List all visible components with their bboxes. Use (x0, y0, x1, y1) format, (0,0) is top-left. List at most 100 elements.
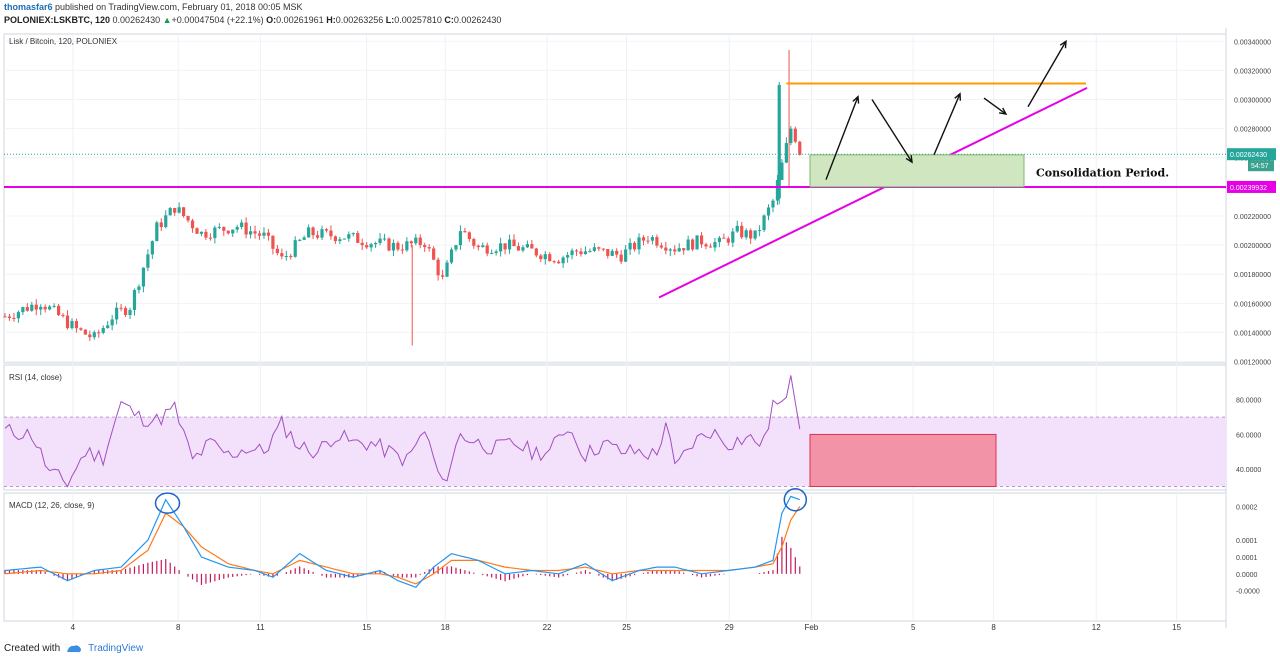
candle-body (798, 141, 802, 155)
candle-body (624, 249, 628, 262)
candle-body (333, 236, 338, 242)
candle-body (173, 207, 177, 213)
rsi-highlight-box (809, 433, 997, 488)
countdown-label: 54:57 (1251, 163, 1269, 170)
candle-body (34, 304, 38, 310)
candle-body (762, 215, 766, 231)
x-tick-label: 18 (441, 623, 450, 632)
candle-body (253, 231, 257, 234)
x-tick-label: 4 (71, 623, 76, 632)
publish-info: published on TradingView.com, February 0… (55, 2, 303, 12)
candle-body (235, 226, 239, 230)
candle-body (793, 128, 797, 142)
candle-body (708, 246, 713, 248)
x-tick-label: 5 (911, 623, 916, 632)
signal-line (4, 506, 801, 585)
price-tick-label: 0.00120000 (1234, 360, 1271, 367)
candle-body (186, 216, 190, 221)
candle-body (391, 242, 396, 251)
candle-body (356, 233, 360, 243)
rsi-tick-label: 40.0000 (1236, 467, 1261, 474)
chart-canvas[interactable]: 0.00340000 0.00320000 0.00300000 0.00280000… (0, 28, 1280, 638)
candle-body (405, 241, 409, 251)
symbol-label[interactable]: POLONIEX:LSKBTC, 120 (4, 15, 111, 25)
candle-body (16, 312, 20, 319)
candle-body (557, 261, 561, 264)
candle-body (65, 315, 70, 329)
low-value: 0.00257810 (394, 15, 442, 25)
candle-body (115, 307, 119, 320)
price-pane-title: Lisk / Bitcoin, 120, POLONIEX (9, 37, 118, 46)
candle-body (347, 234, 351, 239)
candle-body (677, 248, 681, 252)
candle-body (400, 249, 404, 251)
candle-body (43, 306, 47, 310)
candle-body (789, 128, 793, 144)
candle-body (311, 227, 315, 236)
candle-body (262, 232, 266, 236)
candle-body (713, 242, 717, 248)
candle-body (525, 244, 530, 248)
macd-title: MACD (12, 26, close, 9) (9, 501, 95, 510)
candle-body (610, 250, 614, 256)
candle-body (516, 246, 521, 251)
x-tick-label: 15 (362, 623, 371, 632)
price-tick-label: 0.00220000 (1234, 214, 1271, 221)
candle-body (30, 304, 34, 311)
candle-body (503, 243, 507, 250)
rsi-tick-label: 80.0000 (1236, 398, 1261, 405)
candle-body (329, 230, 333, 237)
candle-body (579, 251, 583, 255)
candle-body (39, 306, 43, 310)
candle-body (458, 231, 463, 246)
candle-body (543, 254, 547, 260)
candle-body (423, 245, 427, 248)
candle-body (12, 317, 16, 319)
chart-header: thomasfar6 published on TradingView.com,… (4, 1, 1274, 27)
candle-body (177, 207, 181, 213)
author-link[interactable]: thomasfar6 (4, 2, 53, 12)
projection-arrow (1027, 40, 1067, 108)
arrow-head-icon (1059, 39, 1067, 49)
candle-body (373, 243, 378, 245)
candle-body (213, 227, 217, 239)
candle-body (619, 254, 623, 262)
candle-body (83, 329, 87, 335)
candle-body (726, 238, 730, 243)
candle-body (190, 220, 195, 229)
candle-body (664, 247, 668, 251)
candle-body (539, 255, 543, 260)
arrow-head-icon (954, 92, 962, 101)
candle-body (757, 230, 762, 232)
candle-body (128, 309, 132, 316)
arrow-head-icon (998, 107, 1008, 116)
candle-body (271, 235, 275, 249)
candle-body (641, 237, 646, 241)
candle-body (565, 255, 570, 258)
macd-tick-label: 0.0002 (1236, 504, 1258, 511)
candle-body (695, 235, 699, 250)
high-value: 0.00263256 (335, 15, 384, 25)
candle-body (293, 240, 297, 257)
candle-body (432, 248, 436, 260)
candle-body (360, 242, 364, 246)
candle-body (137, 286, 141, 291)
tradingview-brand[interactable]: TradingView (88, 643, 144, 654)
candle-body (70, 321, 74, 329)
rising-trendline (658, 86, 1088, 299)
candle-body (659, 245, 663, 248)
candle-body (21, 307, 25, 313)
candle-body (92, 332, 96, 338)
candle-body (548, 254, 552, 262)
support-label: 0.00239932 (1230, 185, 1267, 192)
candle-body (436, 259, 440, 276)
price-change: +0.00047504 (+22.1%) (171, 15, 264, 25)
macd-line (4, 495, 801, 589)
candle-body (682, 248, 686, 251)
candle-body (570, 250, 574, 256)
support-tag (1227, 180, 1276, 193)
candle-body (704, 244, 708, 247)
candle-body (467, 232, 471, 240)
candle-body (204, 231, 208, 238)
candle-body (784, 143, 788, 163)
